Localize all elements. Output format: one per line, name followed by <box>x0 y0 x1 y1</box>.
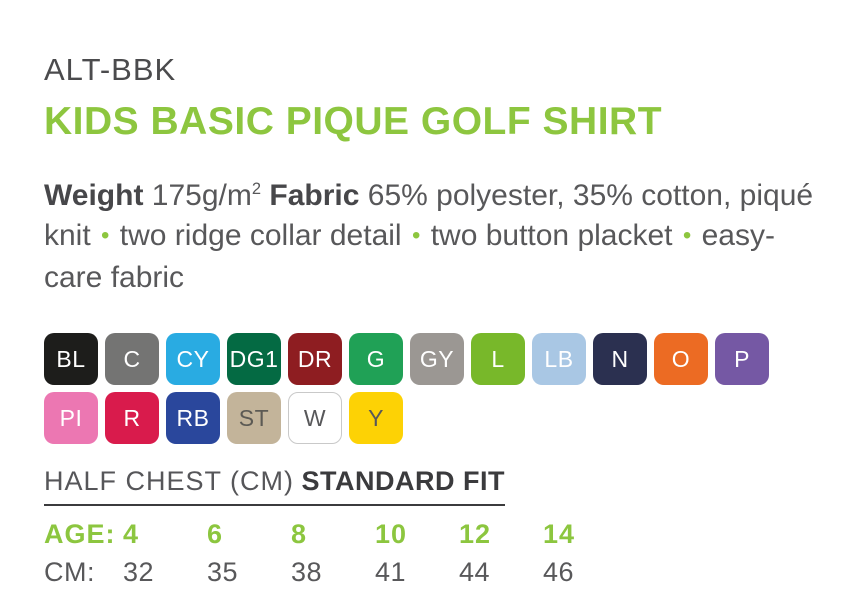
feature-text: two button placket <box>430 219 673 252</box>
age-value: 12 <box>459 519 492 549</box>
age-value: 4 <box>123 519 140 549</box>
cm-value: 32 <box>123 557 155 587</box>
color-swatch-row-1: BL C CY DG1 DR G GY L LB N O P <box>44 333 823 385</box>
feature-list: • two ridge collar detail • two button p… <box>44 219 775 294</box>
age-value: 6 <box>207 519 224 549</box>
age-cells: 4 6 8 10 12 14 <box>123 519 627 549</box>
feature-text: two ridge collar detail <box>119 219 402 252</box>
fabric-value: 65% polyester, 35% cotton, piqué knit <box>44 179 814 252</box>
color-swatch-lb[interactable]: LB <box>532 333 586 385</box>
cm-value: 35 <box>207 557 239 587</box>
color-swatch-bl[interactable]: BL <box>44 333 98 385</box>
cm-cells: 32 35 38 41 44 46 <box>123 557 627 587</box>
age-row-label: AGE: <box>44 519 116 549</box>
color-swatch-row-2: PI R RB ST W Y <box>44 392 823 444</box>
color-swatch-l[interactable]: L <box>471 333 525 385</box>
cm-value: 44 <box>459 557 491 587</box>
size-table-heading: HALF CHEST (CM) STANDARD FIT <box>44 466 506 506</box>
product-description: Weight 175g/m2 Fabric 65% polyester, 35%… <box>44 169 814 298</box>
fabric-label: Fabric <box>269 179 360 212</box>
color-swatch-g[interactable]: G <box>349 333 403 385</box>
color-swatch-w[interactable]: W <box>288 392 342 444</box>
color-swatch-cy[interactable]: CY <box>166 333 220 385</box>
color-swatch-dg1[interactable]: DG1 <box>227 333 281 385</box>
color-swatch-dr[interactable]: DR <box>288 333 342 385</box>
feature-text: easy-care fabric <box>44 219 775 294</box>
age-value: 10 <box>375 519 408 549</box>
cm-value: 38 <box>291 557 323 587</box>
bullet-separator-icon: • <box>682 222 692 249</box>
color-swatch-c[interactable]: C <box>105 333 159 385</box>
size-row-cm: CM: 32 35 38 41 44 46 <box>44 557 823 587</box>
color-swatch-o[interactable]: O <box>654 333 708 385</box>
color-swatch-n[interactable]: N <box>593 333 647 385</box>
weight-label: Weight <box>44 179 144 212</box>
weight-value: 175g/m2 <box>151 179 262 212</box>
color-swatch-rb[interactable]: RB <box>166 392 220 444</box>
color-swatch-p[interactable]: P <box>715 333 769 385</box>
size-table-heading-regular: HALF CHEST (CM) <box>44 466 295 496</box>
cm-row-label: CM: <box>44 557 95 587</box>
size-table-heading-bold: STANDARD FIT <box>301 466 506 496</box>
color-swatch-group: BL C CY DG1 DR G GY L LB N O P PI R RB ST W Y <box>44 333 823 444</box>
color-swatch-y[interactable]: Y <box>349 392 403 444</box>
bullet-separator-icon: • <box>101 222 110 249</box>
cm-value: 41 <box>375 557 407 587</box>
product-code: ALT-BBK <box>44 52 177 87</box>
age-value: 8 <box>291 519 308 549</box>
color-swatch-gy[interactable]: GY <box>410 333 464 385</box>
page-title: KIDS BASIC PIQUE GOLF SHIRT <box>44 100 663 143</box>
color-swatch-st[interactable]: ST <box>227 392 281 444</box>
color-swatch-r[interactable]: R <box>105 392 159 444</box>
weight-superscript: 2 <box>251 180 262 198</box>
cm-value: 46 <box>543 557 575 587</box>
size-row-age: AGE: 4 6 8 10 12 14 <box>44 519 823 549</box>
bullet-separator-icon: • <box>411 222 421 249</box>
color-swatch-pi[interactable]: PI <box>44 392 98 444</box>
age-value: 14 <box>543 519 576 549</box>
